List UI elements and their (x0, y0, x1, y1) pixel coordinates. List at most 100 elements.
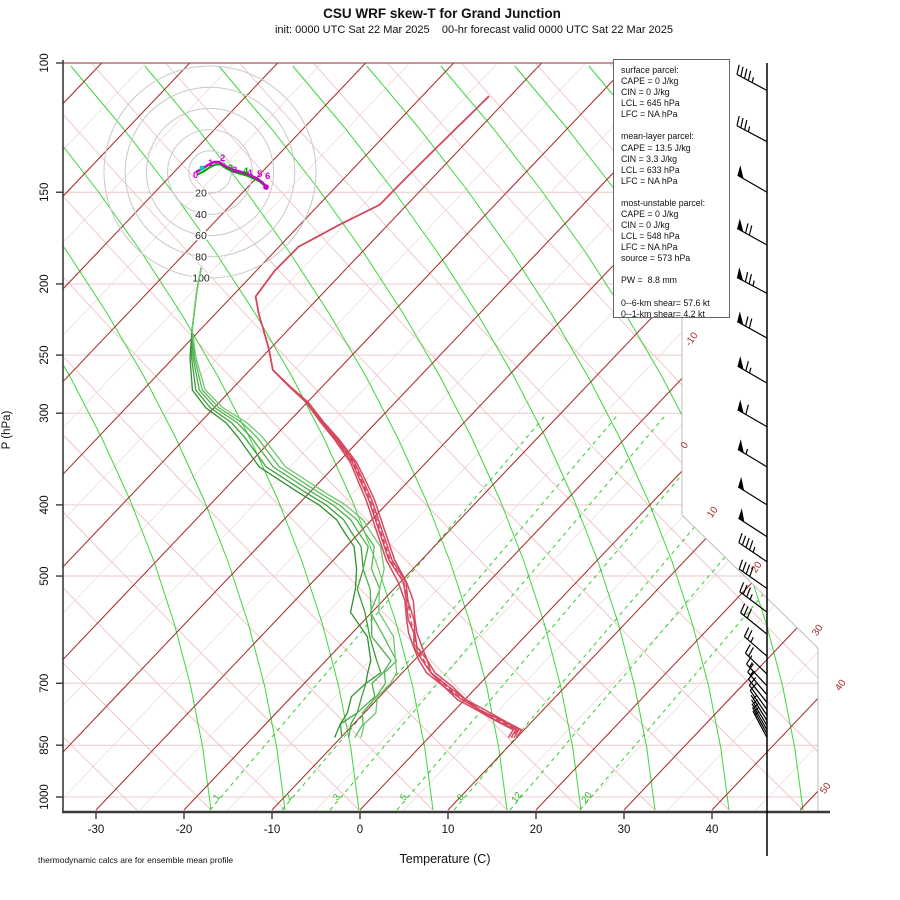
hodograph-trace (195, 160, 267, 188)
wind-barb (737, 356, 768, 384)
info-line: 0--6-km shear= 57.6 kt (621, 297, 710, 308)
hodograph-km-label: 6 (265, 171, 270, 182)
pressure-tick-label: 250 (39, 345, 51, 364)
hodograph-ring-label: 60 (195, 230, 207, 242)
info-line (621, 187, 729, 198)
wind-barb (748, 677, 768, 710)
wind-barbs (736, 63, 768, 856)
temperature-tick-label: -10 (264, 824, 281, 836)
storm-motion-marker (199, 165, 205, 171)
info-line: PW = 8.8 mm (621, 275, 677, 286)
temperature-tick-label: 10 (442, 824, 455, 836)
wind-barb (751, 703, 768, 731)
hodograph-km-label: 2 (220, 153, 225, 164)
wind-barb (737, 476, 768, 506)
isotherm-label: 0 (679, 440, 691, 451)
wind-barb (736, 64, 768, 92)
temperature-tick-label: 20 (530, 824, 543, 836)
info-line: CIN = 0 J/kg (621, 87, 670, 98)
hodograph-ring (145, 107, 275, 237)
temperature-tick-label: -20 (176, 824, 193, 836)
mixing-ratio-lines (209, 414, 818, 811)
info-line: CAPE = 0 J/kg (621, 209, 679, 220)
info-line: LFC = NA hPa (621, 109, 678, 120)
x-axis-title: Temperature (C) (399, 852, 491, 866)
skewt-grid (63, 63, 818, 811)
wind-barb (751, 699, 768, 726)
mixing-ratio-label: 8 (455, 792, 467, 803)
isotherm-label: -10 (683, 330, 701, 349)
wind-barb (740, 603, 768, 635)
temperature-tick-label: -30 (88, 824, 105, 836)
wind-barb (738, 559, 768, 590)
hodograph-km-label: 0 (193, 170, 198, 181)
pressure-tick-label: 500 (39, 566, 51, 585)
pressure-tick-label: 700 (39, 674, 51, 693)
wind-barb (736, 218, 768, 246)
wind-barb (743, 627, 768, 657)
hodograph-km-label: 5 (257, 169, 263, 180)
info-line: LCL = 633 hPa (621, 164, 680, 175)
dewpoint-member (191, 267, 392, 738)
temperature-mean-dashed (254, 95, 519, 738)
footnote: thermodynamic calcs are for ensemble mea… (38, 855, 234, 865)
info-line (621, 120, 729, 131)
info-line (621, 287, 729, 298)
info-line: surface parcel: (621, 65, 679, 75)
parcel-info-box: surface parcel: CAPE = 0 J/kg CIN = 0 J/kg… (613, 59, 730, 319)
dewpoint-member (191, 267, 398, 738)
hodograph-ring (167, 129, 253, 215)
wind-barb (736, 267, 768, 294)
pressure-axis: 100 150 200 250 300 400 500 700 850 1000 (39, 53, 63, 810)
dewpoint-member (190, 267, 382, 738)
hodograph-km-label: 4 (247, 168, 253, 179)
mixing-ratio-label: 5 (398, 792, 410, 803)
temperature-tick-label: 0 (357, 824, 363, 836)
isotherms (63, 63, 818, 811)
wind-barb (736, 311, 768, 339)
temperature-axis: -30 -20 -10 0 10 20 30 40 (88, 812, 719, 836)
dewpoint-profile (189, 267, 398, 738)
temperature-tick-label: 40 (706, 824, 719, 836)
wind-barb (738, 533, 768, 563)
mixing-ratio-label: 1 (211, 792, 223, 803)
mixing-ratio-label: 20 (579, 790, 594, 805)
mixing-ratio-label: 12 (509, 790, 524, 805)
wind-barb (737, 399, 768, 428)
info-line: LFC = NA hPa (621, 175, 678, 186)
hodograph-ring-label: 100 (192, 273, 210, 285)
info-line: LCL = 548 hPa (621, 231, 680, 242)
minor-isotherms (63, 63, 818, 811)
wind-barb (737, 165, 768, 193)
hodograph-km-label-shadow: 3 (228, 163, 233, 174)
hodograph-ring-label: 20 (195, 188, 207, 200)
info-line: CAPE = 13.5 J/kg (621, 142, 691, 153)
isotherm-label: 10 (705, 504, 721, 520)
info-line: CIN = 3.3 J/kg (621, 153, 677, 164)
hodograph-ring (103, 65, 317, 279)
pressure-tick-label: 1000 (39, 784, 51, 810)
isotherm-label: 50 (818, 780, 834, 796)
pressure-tick-label: 850 (39, 736, 51, 755)
temperature-member (254, 95, 523, 738)
pressure-tick-label: 100 (39, 53, 51, 72)
info-line: mean-layer parcel: (621, 131, 694, 142)
pressure-tick-label: 200 (39, 274, 51, 293)
hodograph-km-label: 1 (208, 158, 214, 169)
info-line: LCL = 645 hPa (621, 98, 680, 109)
hodograph-ring (188, 150, 232, 194)
wind-barb (752, 710, 768, 738)
y-axis-title: P (hPa) (1, 410, 13, 450)
wind-barb (736, 115, 768, 143)
wind-barb (749, 682, 768, 716)
page-subtitle: init: 0000 UTC Sat 22 Mar 2025 00-hr for… (274, 24, 674, 36)
hodograph-km-label: 3 (232, 165, 237, 176)
hodograph-km-label-shadow: 4 (243, 166, 249, 177)
info-line: CIN = 0 J/kg (621, 220, 670, 231)
page-title: CSU WRF skew-T for Grand Junction (323, 6, 561, 21)
hodograph-ring (124, 86, 296, 258)
pressure-tick-label: 400 (39, 495, 51, 514)
